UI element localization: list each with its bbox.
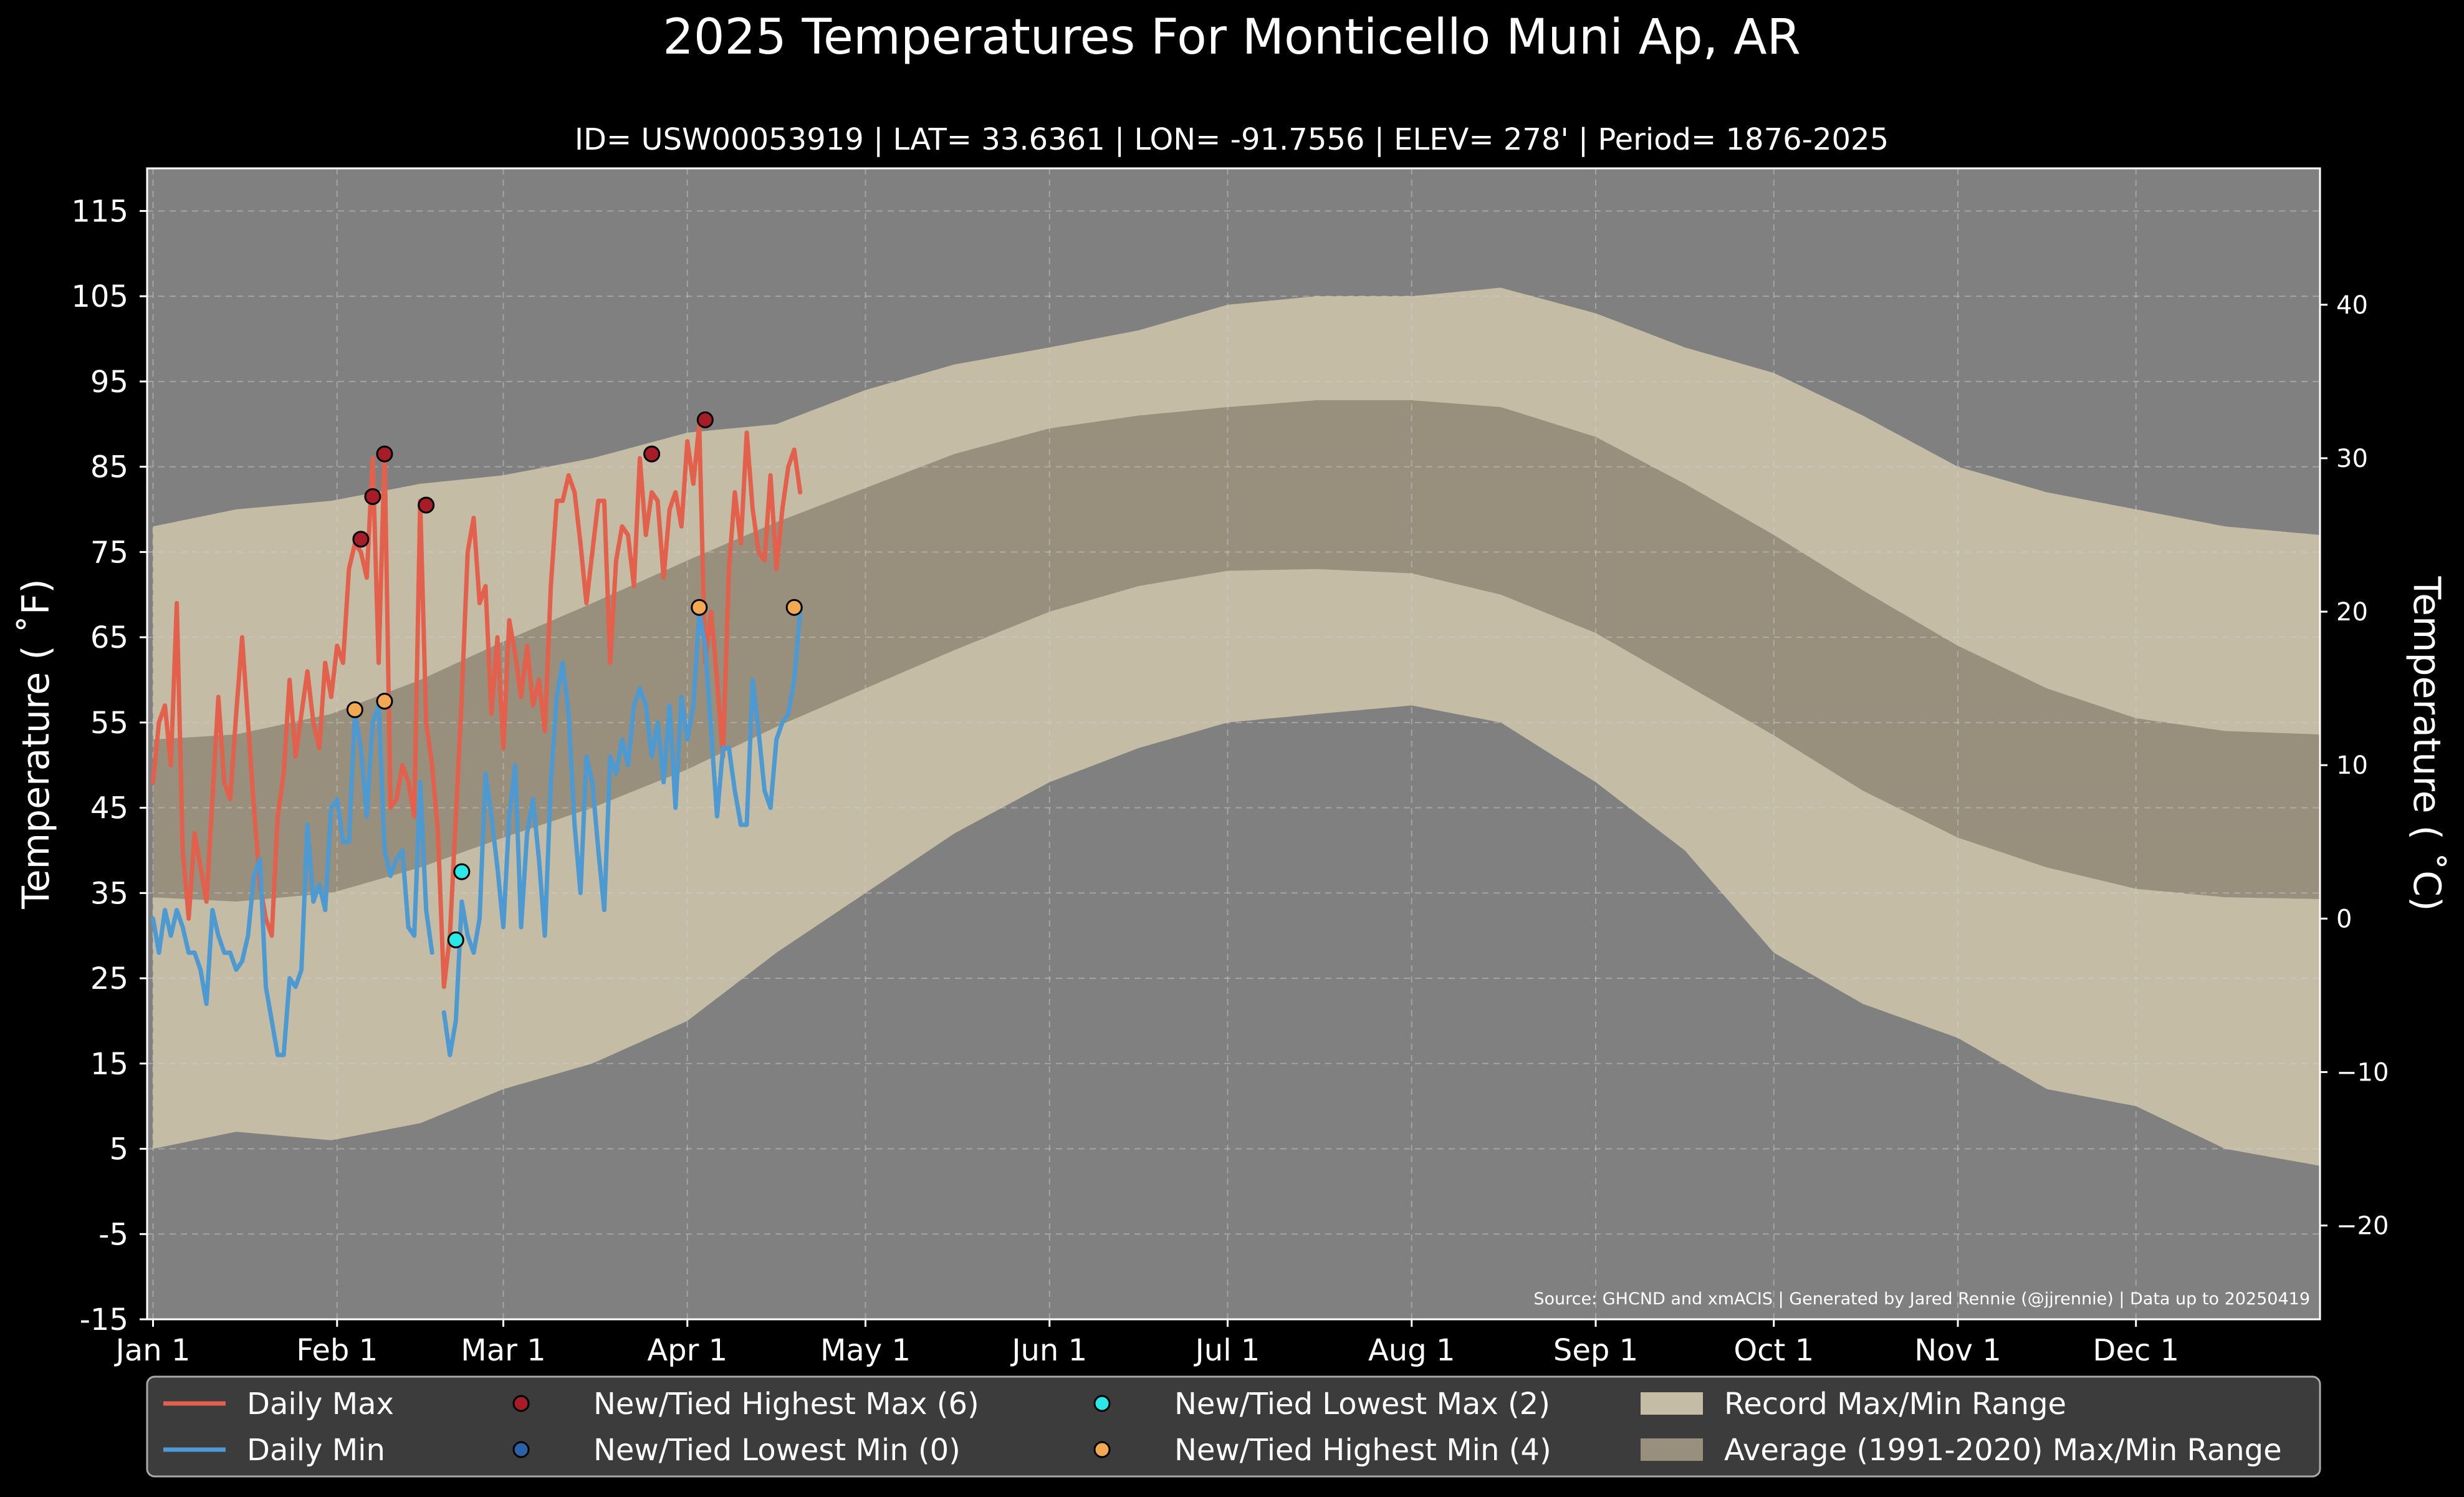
normal-band-area xyxy=(153,400,2320,902)
legend-label: Average (1991-2020) Max/Min Range xyxy=(1724,1433,2282,1468)
legend-label: New/Tied Highest Max (6) xyxy=(593,1387,979,1422)
x-tick-label: Oct 1 xyxy=(1733,1333,1814,1368)
legend: Daily Max Daily Min New/Tied Highest Max (… xyxy=(163,1387,2282,1468)
legend-label: New/Tied Lowest Max (2) xyxy=(1174,1387,1550,1422)
y-tick-label-left: 35 xyxy=(90,876,128,911)
y-tick-label-left: 75 xyxy=(90,535,128,570)
legend-label: Daily Min xyxy=(247,1433,385,1468)
x-axis: Jan 1 Feb 1 Mar 1 Apr 1 May 1 Jun 1 Jul 1 Aug 1… xyxy=(114,1319,2179,1368)
y-tick-label-left: 65 xyxy=(90,620,128,655)
y-tick-label-right: 10 xyxy=(2336,751,2368,780)
chart-title: 2025 Temperatures For Monticello Muni Ap… xyxy=(663,9,1801,65)
highest-max-point xyxy=(376,445,393,463)
x-tick-label: Jul 1 xyxy=(1194,1333,1260,1368)
legend-dot-swatch xyxy=(1093,1441,1111,1458)
y-tick-label-left: 15 xyxy=(90,1047,128,1082)
x-tick-label: Apr 1 xyxy=(647,1333,727,1368)
y-tick-label-left: 5 xyxy=(109,1132,128,1167)
record-points xyxy=(346,411,803,949)
y-tick-label-left: 85 xyxy=(90,450,128,485)
y-tick-label-left: 45 xyxy=(90,791,128,826)
y-tick-label-left: 25 xyxy=(90,961,128,996)
legend-patch-swatch xyxy=(1641,1392,1703,1415)
y-tick-label-right: −10 xyxy=(2336,1058,2389,1087)
x-tick-label: May 1 xyxy=(820,1333,911,1368)
y-tick-label-left: -15 xyxy=(80,1302,128,1337)
y-tick-label-left: 55 xyxy=(90,706,128,741)
legend-dot-swatch xyxy=(512,1395,530,1412)
x-tick-label: Mar 1 xyxy=(461,1333,545,1368)
highest-max-point xyxy=(643,445,661,463)
legend-label: New/Tied Lowest Min (0) xyxy=(593,1433,961,1468)
x-tick-label: Nov 1 xyxy=(1914,1333,2001,1368)
x-tick-label: Aug 1 xyxy=(1368,1333,1455,1368)
y-axis-right: 40 30 20 10 0 −10 −20 xyxy=(2320,291,2389,1241)
y-axis-label-left: Temperature ( ˚F) xyxy=(14,579,58,910)
y-tick-label-right: 20 xyxy=(2336,598,2368,627)
plot-frame xyxy=(146,167,2321,1321)
daily-lines xyxy=(151,421,803,1057)
legend-label: Daily Max xyxy=(247,1387,394,1422)
highest-max-point xyxy=(364,488,381,505)
grid xyxy=(147,168,2320,1319)
x-tick-label: Feb 1 xyxy=(296,1333,378,1368)
lowest-max-point xyxy=(447,931,464,949)
x-tick-label: Jan 1 xyxy=(114,1333,191,1368)
y-axis-label-right: Temperature ( ˚C) xyxy=(2405,576,2448,912)
normal-range-band xyxy=(153,400,2320,902)
legend-patch-swatch xyxy=(1641,1438,1703,1461)
record-range-band xyxy=(153,287,2320,1166)
legend-dot-swatch xyxy=(1093,1395,1111,1412)
highest-min-point xyxy=(785,599,803,616)
y-axis-left: 115 105 95 85 75 65 55 45 35 25 15 5 -5 -15 xyxy=(71,194,147,1337)
highest-min-point xyxy=(346,701,363,718)
highest-min-point xyxy=(376,693,393,710)
x-tick-label: Dec 1 xyxy=(2092,1333,2179,1368)
highest-min-point xyxy=(691,599,708,616)
legend-dot-swatch xyxy=(512,1441,530,1458)
y-tick-label-right: 0 xyxy=(2336,905,2352,933)
chart-subtitle: ID= USW00053919 | LAT= 33.6361 | LON= -9… xyxy=(575,122,1889,157)
legend-label: New/Tied Highest Min (4) xyxy=(1174,1433,1551,1468)
y-tick-label-left: 105 xyxy=(71,279,128,314)
record-band-area xyxy=(153,287,2320,1166)
legend-box xyxy=(146,1375,2321,1478)
source-note: Source: GHCND and xmACIS | Generated by … xyxy=(1533,1289,2310,1309)
x-tick-label: Jun 1 xyxy=(1010,1333,1087,1368)
lowest-max-point xyxy=(453,863,471,880)
highest-max-point xyxy=(418,496,435,514)
y-tick-label-right: −20 xyxy=(2336,1212,2389,1241)
y-tick-label-right: 30 xyxy=(2336,445,2368,473)
y-tick-label-left: 95 xyxy=(90,365,128,400)
x-tick-label: Sep 1 xyxy=(1553,1333,1638,1368)
legend-label: Record Max/Min Range xyxy=(1724,1387,2066,1422)
y-tick-label-left: 115 xyxy=(71,194,128,229)
y-tick-label-left: -5 xyxy=(98,1217,128,1252)
highest-max-point xyxy=(696,411,714,428)
highest-max-point xyxy=(352,531,370,548)
daily-min-line xyxy=(151,609,803,1057)
y-tick-label-right: 40 xyxy=(2336,291,2368,320)
